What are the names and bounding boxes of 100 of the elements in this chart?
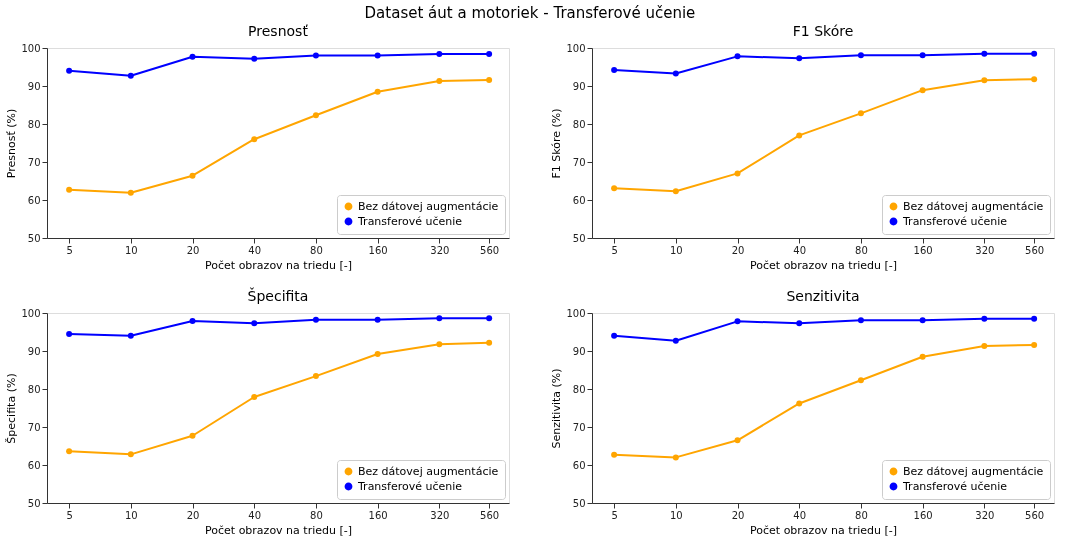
- text: Dataset áut a motoriek - Transferové učenie: [364, 3, 696, 22]
- point: [189, 317, 196, 324]
- point: [127, 189, 134, 196]
- point: [374, 351, 381, 358]
- legend-label: Transferové učenie: [357, 479, 463, 493]
- legend-label: Bez dátovej augmentácie: [358, 464, 499, 478]
- point: [251, 55, 258, 62]
- point: [189, 432, 196, 439]
- x-tick-label: 560: [480, 244, 500, 256]
- x-tick-label: 80: [310, 509, 323, 521]
- x-tick-label: 5: [66, 509, 73, 521]
- x-tick-label: 320: [430, 244, 450, 256]
- chart-title: Senzitivita: [786, 288, 860, 304]
- point: [981, 50, 988, 57]
- y-tick-label: 60: [27, 459, 41, 471]
- point: [857, 317, 864, 324]
- y-tick-label: 80: [27, 118, 41, 130]
- y-tick-label: 80: [27, 383, 41, 395]
- chart-title: Presnosť: [248, 23, 309, 39]
- y-tick-label: 100: [21, 307, 41, 319]
- point: [312, 52, 319, 59]
- x-tick-label: 20: [186, 244, 200, 256]
- point: [857, 377, 864, 384]
- y-tick-label: 90: [572, 345, 586, 357]
- y-tick-label: 50: [27, 232, 41, 244]
- point: [66, 448, 73, 455]
- legend-label: Transferové učenie: [902, 214, 1008, 228]
- point: [796, 400, 803, 407]
- point: [611, 451, 618, 458]
- point: [189, 172, 196, 179]
- x-tick-label: 20: [731, 509, 745, 521]
- x-tick-label: 160: [368, 244, 388, 256]
- y-tick-label: 90: [27, 345, 41, 357]
- y-tick-label: 70: [572, 156, 586, 168]
- y-tick-label: 50: [572, 232, 586, 244]
- point: [127, 72, 134, 79]
- x-tick-label: 40: [793, 509, 807, 521]
- x-tick-label: 10: [124, 244, 138, 256]
- x-axis-title: Počet obrazov na triedu [-]: [205, 258, 352, 272]
- y-tick-label: 70: [27, 156, 41, 168]
- x-tick-label: 10: [669, 509, 683, 521]
- y-tick-label: 50: [27, 497, 41, 509]
- point: [251, 136, 258, 143]
- point: [312, 373, 319, 380]
- x-tick-label: 40: [248, 509, 262, 521]
- x-tick-label: 80: [855, 244, 868, 256]
- point: [374, 316, 381, 323]
- y-tick-label: 60: [27, 194, 41, 206]
- point: [919, 317, 926, 324]
- x-tick-label: 80: [855, 509, 868, 521]
- point: [312, 112, 319, 119]
- x-tick-label: 320: [975, 244, 995, 256]
- point: [981, 315, 988, 322]
- y-tick-label: 60: [572, 459, 586, 471]
- point: [796, 132, 803, 139]
- x-tick-label: 20: [186, 509, 200, 521]
- y-tick-label: 70: [27, 421, 41, 433]
- x-tick-label: 320: [975, 509, 995, 521]
- point: [127, 332, 134, 339]
- x-tick-label: 40: [793, 244, 807, 256]
- point: [189, 53, 196, 60]
- chart-title: F1 Skóre: [792, 23, 854, 39]
- y-tick-label: 90: [27, 80, 41, 92]
- point: [734, 53, 741, 60]
- point: [672, 454, 679, 461]
- point: [436, 341, 443, 348]
- point: [734, 318, 741, 325]
- y-axis-title: Špecifita (%): [5, 373, 19, 444]
- point: [734, 170, 741, 177]
- point: [672, 188, 679, 195]
- point: [796, 55, 803, 62]
- x-tick-label: 10: [669, 244, 683, 256]
- y-tick-label: 50: [572, 497, 586, 509]
- y-tick-label: 100: [21, 42, 41, 54]
- legend-label: Bez dátovej augmentácie: [358, 199, 499, 213]
- point: [796, 320, 803, 327]
- x-tick-label: 560: [1025, 244, 1045, 256]
- point: [734, 437, 741, 444]
- point: [374, 52, 381, 59]
- point: [981, 77, 988, 84]
- x-tick-label: 5: [66, 244, 73, 256]
- y-tick-label: 100: [566, 307, 586, 319]
- point: [672, 337, 679, 344]
- point: [251, 393, 258, 400]
- point: [436, 78, 443, 85]
- chart-title: Špecifita: [247, 287, 309, 304]
- point: [611, 185, 618, 192]
- x-tick-label: 20: [731, 244, 745, 256]
- legend-label: Transferové učenie: [357, 214, 463, 228]
- point: [611, 67, 618, 74]
- x-tick-label: 10: [124, 509, 138, 521]
- x-tick-label: 80: [310, 244, 323, 256]
- x-tick-label: 160: [913, 509, 933, 521]
- point: [436, 315, 443, 322]
- legend-label: Bez dátovej augmentácie: [903, 464, 1044, 478]
- y-tick-label: 80: [572, 118, 586, 130]
- y-axis-title: Presnosť (%): [5, 108, 19, 179]
- point: [312, 316, 319, 323]
- x-tick-label: 560: [1025, 509, 1045, 521]
- point: [857, 110, 864, 117]
